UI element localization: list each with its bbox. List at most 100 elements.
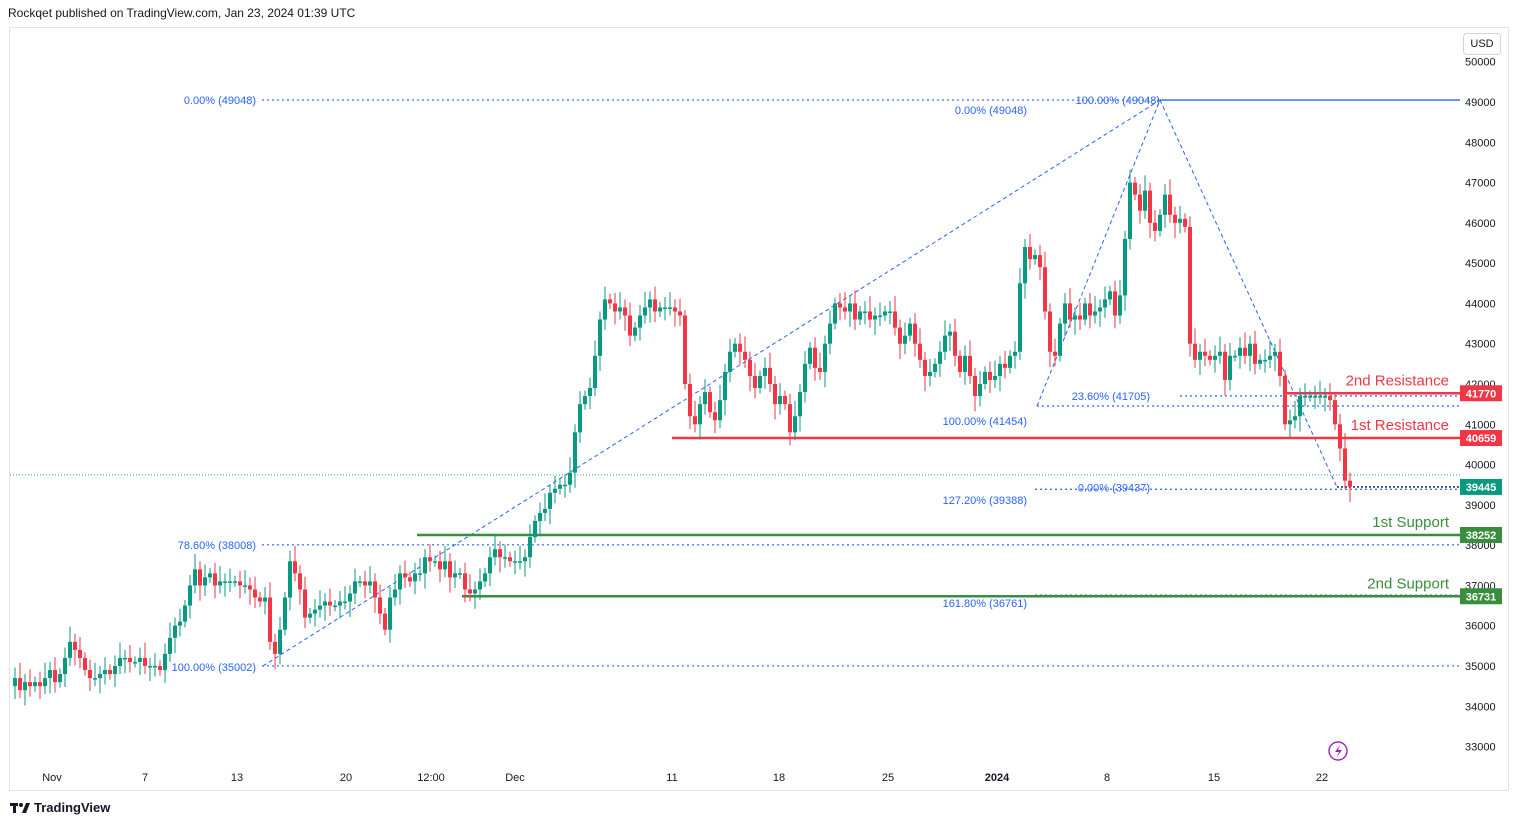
candle-body — [798, 392, 802, 417]
candle-body — [653, 299, 657, 312]
price-tag — [1460, 526, 1502, 543]
candle-body — [323, 601, 327, 606]
candle-body — [318, 605, 322, 610]
candle-body — [103, 670, 107, 675]
fib-label: 161.80% (36761) — [943, 598, 1027, 610]
candle-body — [73, 641, 77, 650]
candle-body — [1088, 303, 1092, 316]
candle-body — [263, 597, 267, 602]
candle-body — [493, 549, 497, 558]
candle-body — [78, 649, 82, 658]
level-label: 2nd Resistance — [1346, 372, 1449, 389]
candle-body — [518, 561, 522, 563]
candle-body — [238, 581, 242, 586]
candle-body — [218, 581, 222, 586]
candle-body — [1033, 255, 1037, 260]
candle-body — [573, 432, 577, 473]
candle-body — [508, 557, 512, 562]
candle-body — [18, 678, 22, 691]
candle-body — [1223, 351, 1227, 380]
lightning-icon[interactable] — [1328, 741, 1348, 761]
price-tag — [1460, 430, 1502, 447]
support-resistance-levels: 2nd Resistance 1st Resistance 1st Support 2… — [417, 372, 1460, 598]
candle-body — [278, 629, 282, 654]
candle-body — [858, 311, 862, 320]
candle-body — [863, 311, 867, 313]
candle-body — [713, 412, 717, 421]
candle-body — [1083, 303, 1087, 320]
candle-body — [1153, 222, 1157, 231]
candle-body — [763, 367, 767, 376]
candle-body — [1228, 355, 1232, 380]
candle-body — [353, 581, 357, 594]
price-tag-label: 40659 — [1466, 433, 1497, 445]
candle-body — [1278, 351, 1282, 376]
candle-body — [548, 492, 552, 509]
candle-body — [1113, 291, 1117, 316]
candle-body — [1043, 267, 1047, 312]
candle-body — [403, 573, 407, 578]
candle-body — [98, 674, 102, 679]
candle-body — [768, 367, 772, 384]
x-tick-label: 12:00 — [417, 772, 445, 784]
chart-frame — [9, 27, 1509, 791]
brand-footer: TradingView — [10, 800, 110, 815]
candle-body — [148, 666, 152, 668]
candle-body — [1233, 355, 1237, 358]
currency-button[interactable]: USD — [1463, 33, 1501, 55]
candle-body — [43, 678, 47, 687]
y-tick-label: 41000 — [1465, 419, 1496, 431]
candle-body — [638, 315, 642, 328]
candle-body — [693, 416, 697, 425]
candle-body — [1098, 307, 1102, 312]
y-tick-label: 45000 — [1465, 258, 1496, 270]
candle-body — [308, 613, 312, 618]
candle-body — [723, 371, 727, 401]
candle-body — [253, 589, 257, 598]
y-tick-label: 34000 — [1465, 701, 1496, 713]
candle-body — [1193, 343, 1197, 360]
candle-body — [348, 593, 352, 602]
candle-body — [918, 343, 922, 360]
candle-body — [293, 561, 297, 574]
candle-body — [1328, 396, 1332, 401]
candle-body — [913, 323, 917, 344]
candle-body — [378, 597, 382, 614]
candle-body — [1008, 355, 1012, 368]
x-tick-label: Nov — [42, 772, 62, 784]
candle-body — [853, 303, 857, 320]
x-tick-label: 8 — [1104, 772, 1110, 784]
candle-body — [1118, 295, 1122, 316]
x-tick-label: 15 — [1208, 772, 1220, 784]
candle-body — [623, 307, 627, 316]
candle-body — [273, 641, 277, 654]
candle-body — [1143, 190, 1147, 211]
candle-body — [1013, 351, 1017, 356]
candle-body — [1173, 214, 1177, 223]
candle-body — [643, 307, 647, 316]
candle-body — [1163, 194, 1167, 215]
candle-body — [1263, 359, 1267, 362]
fib-trend-down — [1159, 99, 1338, 488]
candle-body — [1308, 396, 1312, 398]
candle-body — [303, 589, 307, 618]
candle-body — [53, 670, 57, 683]
candle-body — [1218, 351, 1222, 356]
candle-body — [1123, 238, 1127, 296]
candle-body — [1238, 347, 1242, 356]
candle-body — [878, 315, 882, 318]
candle-body — [1203, 351, 1207, 356]
candle-body — [68, 641, 72, 658]
fib-label: 100.00% (41454) — [943, 416, 1027, 428]
y-tick-label: 47000 — [1465, 178, 1496, 190]
candle-body — [958, 355, 962, 372]
candle-body — [578, 404, 582, 433]
fib-label: 0.00% (39437) — [1078, 482, 1150, 494]
y-axis: 3300034000350003600037000380003900040000… — [1465, 57, 1496, 754]
candle-body — [1018, 283, 1022, 352]
candle-body — [568, 472, 572, 485]
candle-body — [1293, 416, 1297, 421]
candle-body — [783, 396, 787, 405]
candle-body — [928, 371, 932, 376]
